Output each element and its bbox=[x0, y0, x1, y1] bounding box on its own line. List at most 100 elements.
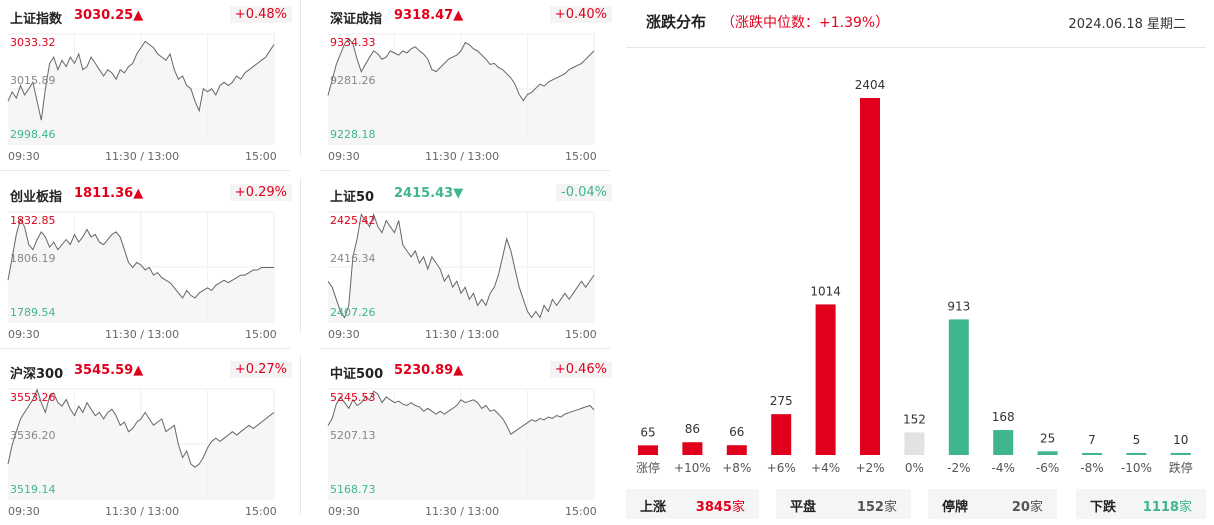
panel-divider bbox=[320, 348, 610, 349]
panel-divider bbox=[0, 348, 290, 349]
distribution-section: 涨跌分布 （涨跌中位数：+1.39%） 2024.06.18 星期二 65 涨停 8… bbox=[626, 0, 1206, 520]
index-panel[interactable]: 中证500 5230.89▲ +0.46% 5245.53 5207.13 5168.73… bbox=[320, 355, 612, 525]
y-axis-high-label: 2425.42 bbox=[330, 214, 376, 227]
up-arrow-icon: ▲ bbox=[133, 363, 144, 378]
x-axis-mid-label: 11:30 / 13:00 bbox=[105, 150, 180, 163]
summary-suspended: 停牌 20家 bbox=[928, 489, 1057, 519]
index-panel[interactable]: 创业板指 1811.36▲ +0.29% 1832.85 1806.19 1789.54 0… bbox=[0, 178, 292, 348]
index-value-number: 9318.47 bbox=[394, 8, 454, 23]
x-axis-start-label: 09:30 bbox=[328, 150, 360, 163]
bar-category-label: -6% bbox=[1036, 461, 1059, 475]
distribution-bar bbox=[638, 445, 658, 455]
x-axis-start-label: 09:30 bbox=[8, 505, 40, 518]
summary-unit: 家 bbox=[883, 500, 897, 515]
x-axis-end-label: 15:00 bbox=[245, 505, 277, 518]
bar-category-label: +4% bbox=[811, 461, 840, 475]
summary-label: 下跌 bbox=[1090, 500, 1117, 515]
x-axis-start-label: 09:30 bbox=[8, 328, 40, 341]
intraday-line-chart bbox=[7, 211, 275, 323]
summary-count: 152 bbox=[856, 500, 884, 515]
distribution-bar bbox=[860, 98, 880, 455]
panel-divider bbox=[320, 170, 610, 171]
bar-category-label: +2% bbox=[855, 461, 884, 475]
index-value-number: 2415.43 bbox=[394, 186, 454, 201]
panel-divider bbox=[300, 178, 301, 333]
index-value-number: 5230.89 bbox=[394, 363, 454, 378]
bar-value-label: 152 bbox=[903, 412, 926, 426]
distribution-bar-chart: 65 涨停 86 +10% 66 +8% 275 +6% 1014 +4% 2404 +2% 152 0%… bbox=[636, 78, 1193, 475]
index-panel[interactable]: 沪深300 3545.59▲ +0.27% 3553.26 3536.20 3519.14… bbox=[0, 355, 292, 525]
bar-value-label: 86 bbox=[685, 422, 700, 436]
y-axis-mid-label: 5207.13 bbox=[330, 429, 376, 442]
distribution-bar bbox=[1170, 453, 1191, 455]
up-arrow-icon: ▲ bbox=[133, 186, 144, 201]
index-name: 上证指数 bbox=[10, 12, 63, 27]
summary-count: 20 bbox=[1011, 500, 1030, 515]
bar-value-label: 913 bbox=[947, 299, 970, 313]
index-panel[interactable]: 上证指数 3030.25▲ +0.48% 3033.32 3015.89 2998.46 0… bbox=[0, 0, 292, 170]
panel-divider bbox=[300, 0, 301, 156]
index-value: 1811.36▲ bbox=[74, 186, 143, 201]
price-line bbox=[327, 212, 595, 319]
distribution-bar bbox=[771, 414, 792, 455]
y-axis-low-label: 2407.26 bbox=[330, 306, 376, 319]
index-name: 创业板指 bbox=[10, 190, 63, 205]
price-line bbox=[7, 217, 274, 299]
index-change-badge: +0.46% bbox=[549, 361, 612, 378]
bar-value-label: 65 bbox=[640, 425, 655, 439]
index-header: 创业板指 1811.36▲ +0.29% bbox=[0, 178, 292, 208]
index-value: 3030.25▲ bbox=[74, 8, 143, 23]
index-panel[interactable]: 上证50 2415.43▼ -0.04% 2425.42 2416.34 2407.26 0… bbox=[320, 178, 612, 348]
y-axis-mid-label: 9281.26 bbox=[330, 74, 376, 87]
bar-category-label: -10% bbox=[1121, 461, 1152, 475]
index-change-badge: +0.40% bbox=[549, 6, 612, 23]
intraday-line-chart bbox=[327, 33, 595, 145]
index-value: 5230.89▲ bbox=[394, 363, 463, 378]
y-axis-high-label: 1832.85 bbox=[10, 214, 56, 227]
index-name: 沪深300 bbox=[10, 367, 64, 382]
y-axis-high-label: 5245.53 bbox=[330, 391, 376, 404]
price-area bbox=[328, 391, 594, 499]
summary-value: 1118家 bbox=[1143, 496, 1192, 515]
y-axis-low-label: 3519.14 bbox=[10, 483, 56, 496]
index-header: 深证成指 9318.47▲ +0.40% bbox=[320, 0, 612, 30]
index-name: 上证50 bbox=[330, 190, 375, 205]
down-arrow-icon: ▼ bbox=[453, 186, 464, 201]
y-axis-high-label: 3553.26 bbox=[10, 391, 56, 404]
summary-label: 上涨 bbox=[640, 500, 667, 515]
index-change-badge: +0.48% bbox=[229, 6, 292, 23]
x-axis-start-label: 09:30 bbox=[328, 505, 360, 518]
price-line bbox=[7, 388, 275, 468]
x-axis-mid-label: 11:30 / 13:00 bbox=[105, 505, 180, 518]
price-line bbox=[7, 40, 275, 121]
summary-flat: 平盘 152家 bbox=[776, 489, 911, 519]
price-line bbox=[327, 390, 595, 435]
distribution-bar bbox=[948, 319, 969, 455]
x-axis-end-label: 15:00 bbox=[245, 328, 277, 341]
y-axis-low-label: 9228.18 bbox=[330, 128, 376, 141]
y-axis-mid-label: 2416.34 bbox=[330, 252, 376, 265]
y-axis-mid-label: 1806.19 bbox=[10, 252, 56, 265]
x-axis-end-label: 15:00 bbox=[565, 150, 597, 163]
distribution-bar bbox=[904, 432, 925, 455]
summary-unit: 家 bbox=[1029, 500, 1043, 515]
distribution-bar bbox=[726, 445, 747, 455]
price-area bbox=[328, 38, 594, 144]
index-name: 中证500 bbox=[330, 367, 384, 382]
distribution-bar bbox=[1037, 451, 1058, 455]
distribution-bar bbox=[993, 430, 1014, 455]
price-line bbox=[327, 37, 595, 102]
index-header: 上证50 2415.43▼ -0.04% bbox=[320, 178, 612, 208]
distribution-title: 涨跌分布 bbox=[646, 13, 707, 31]
index-header: 上证指数 3030.25▲ +0.48% bbox=[0, 0, 292, 30]
up-arrow-icon: ▲ bbox=[453, 363, 464, 378]
y-axis-low-label: 2998.46 bbox=[10, 128, 56, 141]
x-axis-mid-label: 11:30 / 13:00 bbox=[425, 328, 500, 341]
summary-rising: 上涨 3845家 bbox=[626, 489, 759, 519]
panel-divider bbox=[0, 170, 290, 171]
price-area bbox=[8, 389, 274, 499]
bar-category-label: +8% bbox=[722, 461, 751, 475]
y-axis-high-label: 9334.33 bbox=[330, 36, 376, 49]
index-change-badge: +0.29% bbox=[229, 184, 292, 201]
index-panel[interactable]: 深证成指 9318.47▲ +0.40% 9334.33 9281.26 9228.18 0… bbox=[320, 0, 612, 170]
